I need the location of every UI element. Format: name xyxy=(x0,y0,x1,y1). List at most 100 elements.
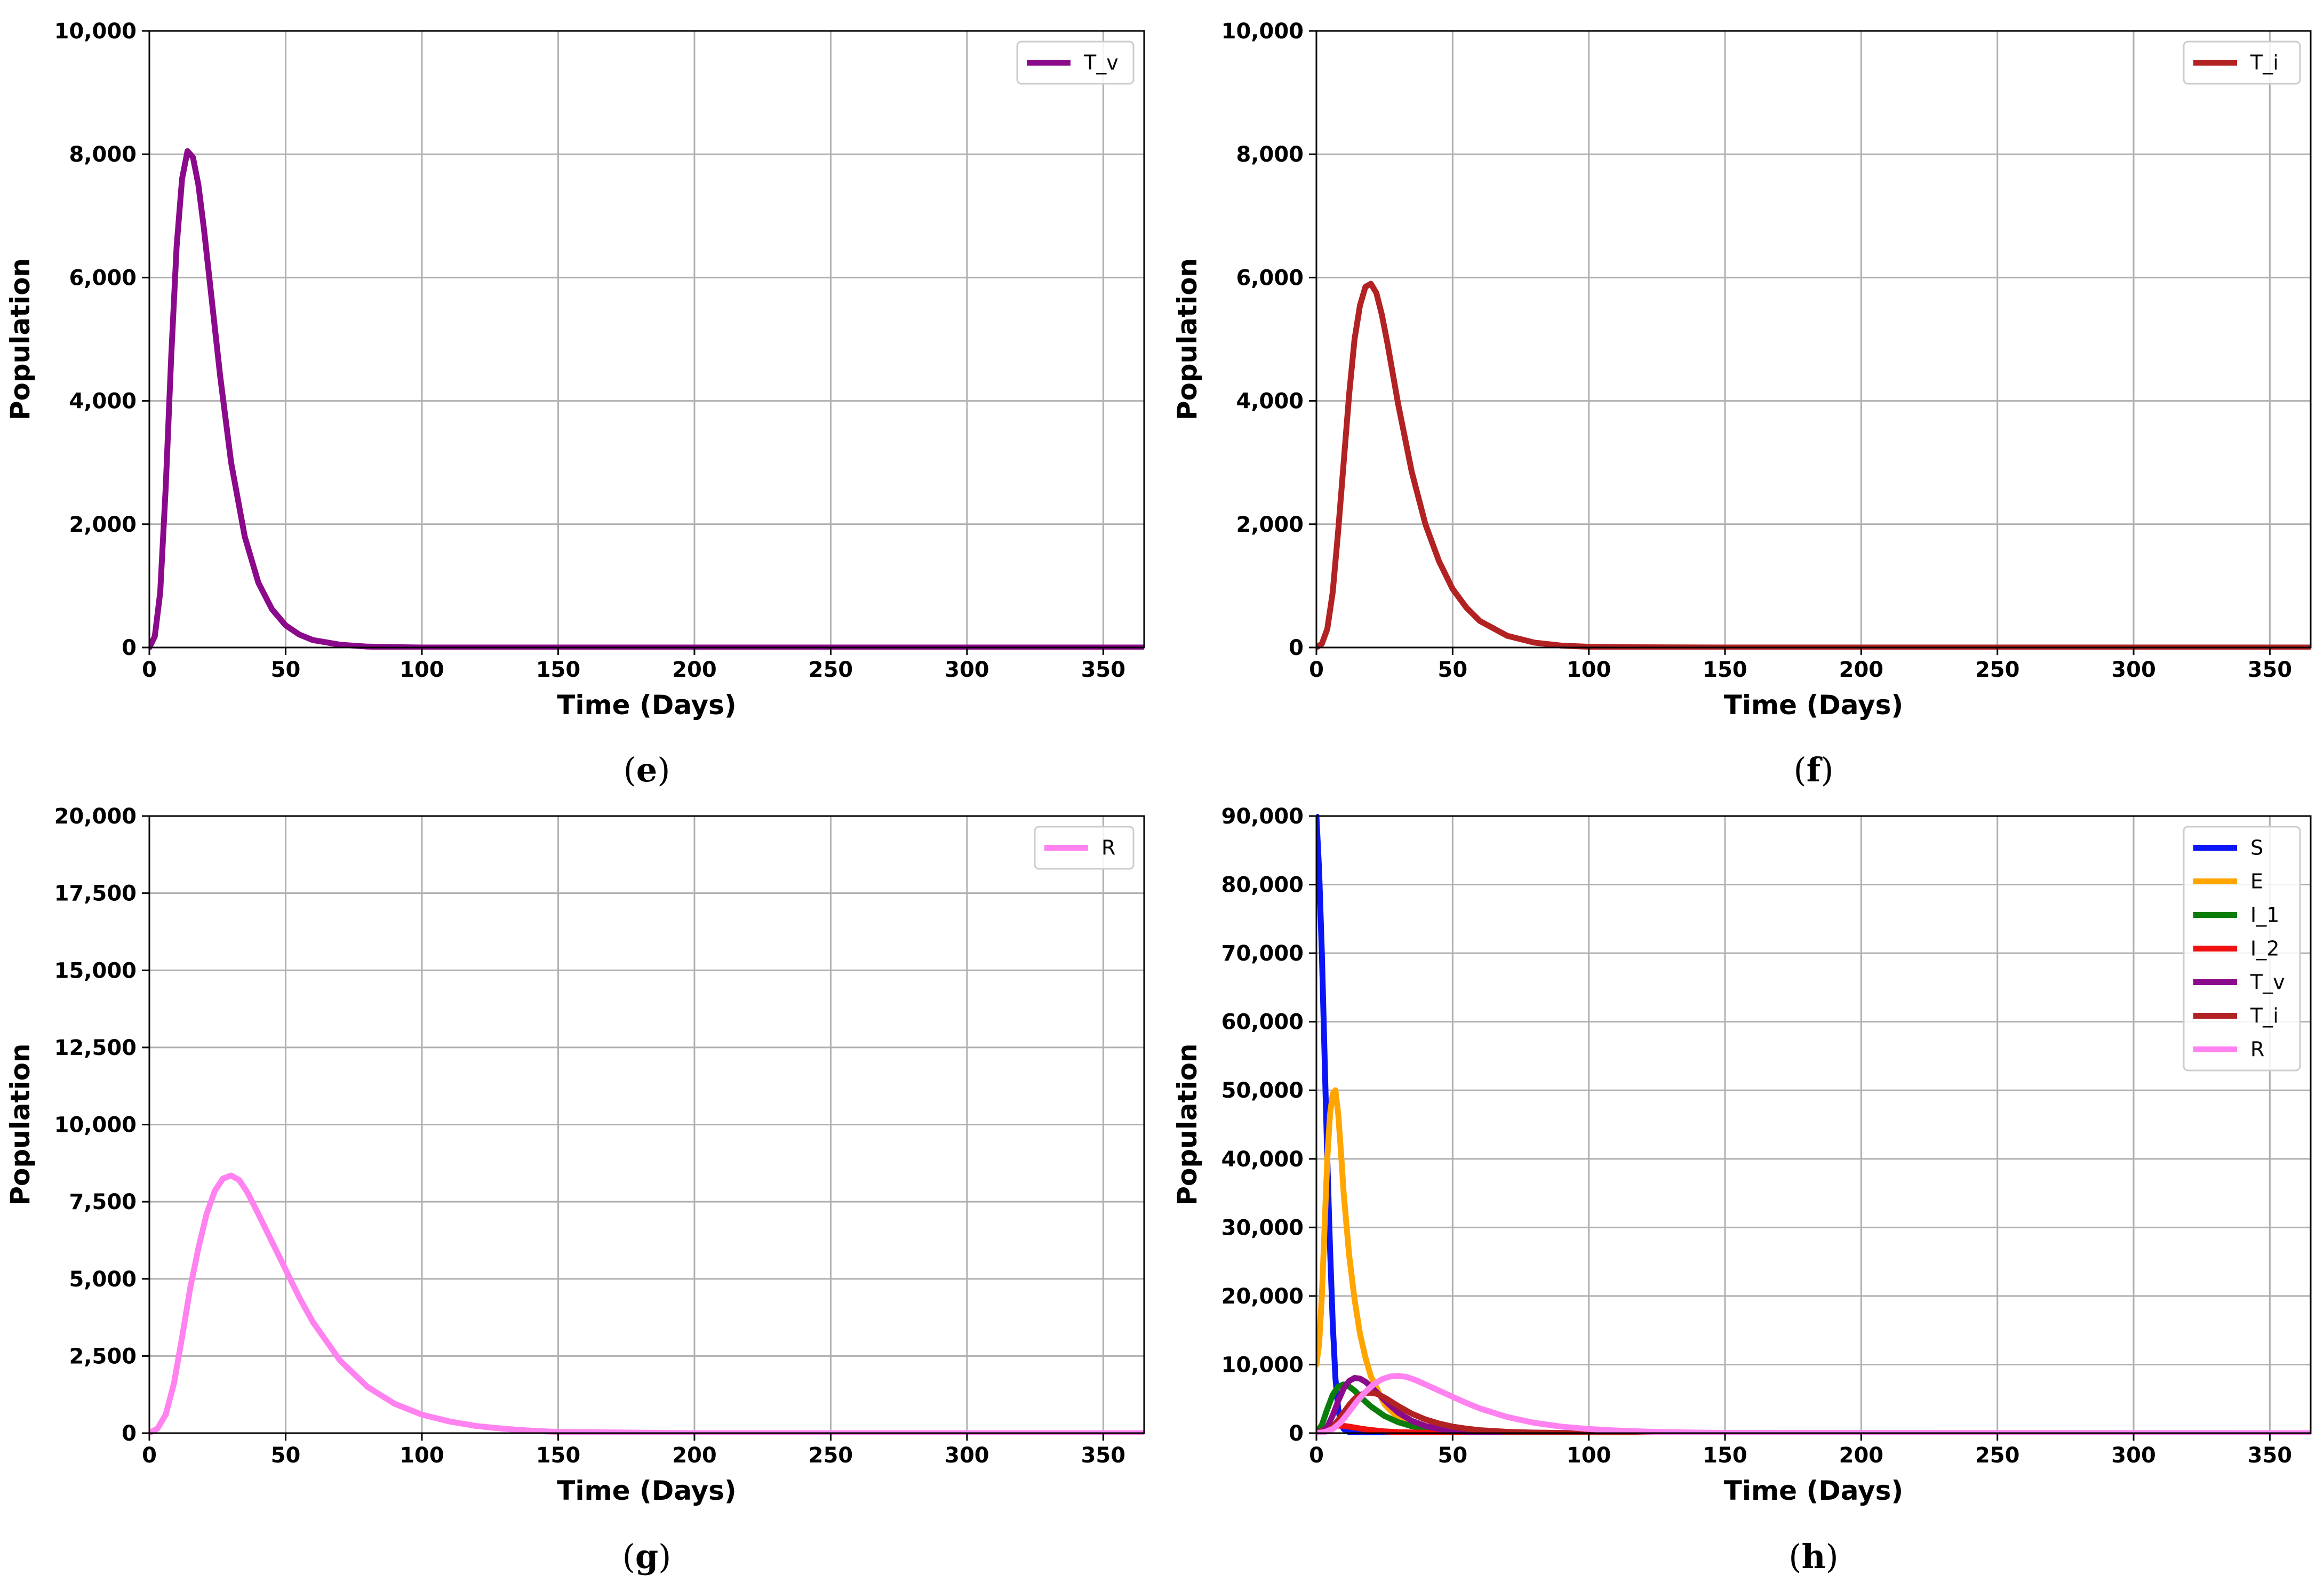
legend-box xyxy=(1016,41,1135,85)
y-tick-label: 0 xyxy=(1289,636,1304,660)
panel-label-open: ( xyxy=(1793,750,1806,789)
y-tick-label: 10,000 xyxy=(54,19,137,44)
x-tick-label: 50 xyxy=(271,1443,301,1468)
x-tick-label: 200 xyxy=(1839,658,1884,682)
x-tick-label: 350 xyxy=(2248,658,2293,682)
x-tick-label: 200 xyxy=(1839,1443,1884,1468)
series-line-T_v xyxy=(149,148,1144,650)
legend-label: E xyxy=(2250,870,2263,893)
y-tick-label: 8,000 xyxy=(69,142,137,167)
series-line-T_i xyxy=(1316,281,2311,650)
y-axis-label: Population xyxy=(5,1043,36,1205)
x-tick-label: 300 xyxy=(2111,658,2156,682)
panel-label-letter: e xyxy=(636,750,657,789)
x-tick-label: 100 xyxy=(400,658,444,682)
panel-label-letter: f xyxy=(1807,750,1823,789)
y-tick-label: 6,000 xyxy=(69,266,137,290)
x-tick-label: 300 xyxy=(2111,1443,2156,1468)
x-tick-label: 150 xyxy=(1703,658,1747,682)
legend-label: T_i xyxy=(2250,51,2279,75)
y-tick-label: 2,500 xyxy=(69,1344,137,1369)
x-tick-label: 250 xyxy=(1975,658,2020,682)
chart-panel-g: 0 50 100 150 200 250 300 350 0 2,500 5,000 7,500 10,… xyxy=(5,804,1145,1576)
x-tick-label: 300 xyxy=(945,658,989,682)
series-line-R xyxy=(149,1172,1144,1435)
legend-label: I_2 xyxy=(2250,937,2279,961)
y-axis-label: Population xyxy=(1172,1043,1203,1205)
y-tick-label: 0 xyxy=(122,636,137,660)
y-tick-label: 10,000 xyxy=(1221,1353,1304,1377)
y-tick-label: 15,000 xyxy=(54,958,137,983)
panel-label-close: ) xyxy=(657,750,670,789)
x-tick-label: 350 xyxy=(2248,1443,2293,1468)
legend-label: T_v xyxy=(1083,51,1119,75)
x-tick-label: 0 xyxy=(142,658,157,682)
panel-label-close: ) xyxy=(658,1537,671,1576)
y-tick-label: 12,500 xyxy=(54,1036,137,1060)
x-tick-label: 150 xyxy=(1703,1443,1747,1468)
y-tick-label: 2,000 xyxy=(1236,513,1304,537)
panel-label-close: ) xyxy=(1826,1537,1839,1576)
x-tick-label: 100 xyxy=(400,1443,444,1468)
legend-label: S xyxy=(2250,836,2263,860)
y-tick-label: 5,000 xyxy=(69,1267,137,1292)
panel-label-open: ( xyxy=(622,1537,635,1576)
x-axis-label: Time (Days) xyxy=(557,1475,736,1506)
y-tick-label: 20,000 xyxy=(1221,1284,1304,1309)
series-line-S xyxy=(1316,814,2311,1435)
y-tick-label: 10,000 xyxy=(54,1113,137,1138)
y-axis-label: Population xyxy=(1172,258,1203,420)
y-tick-label: 70,000 xyxy=(1221,941,1304,966)
x-tick-label: 0 xyxy=(1309,658,1324,682)
plot-frame xyxy=(1315,30,2312,649)
panel-label-letter: h xyxy=(1801,1537,1825,1576)
panel-label-letter: g xyxy=(635,1537,658,1576)
x-tick-label: 250 xyxy=(1975,1443,2020,1468)
y-tick-label: 10,000 xyxy=(1221,19,1304,44)
panel-label: (e) xyxy=(624,750,670,789)
panel-label: (h) xyxy=(1788,1537,1838,1576)
chart-panel-h: 0 50 100 150 200 250 300 350 0 10,000 20,000 30,000… xyxy=(1172,804,2312,1576)
plot-frame xyxy=(148,30,1145,649)
series-line-R xyxy=(1316,1373,2311,1435)
x-tick-label: 100 xyxy=(1567,658,1611,682)
legend-label: T_v xyxy=(2250,971,2285,994)
x-tick-label: 350 xyxy=(1081,658,1126,682)
x-tick-label: 0 xyxy=(142,1443,157,1468)
x-tick-label: 200 xyxy=(672,1443,717,1468)
x-tick-label: 150 xyxy=(536,1443,581,1468)
y-tick-label: 40,000 xyxy=(1221,1147,1304,1172)
x-tick-label: 50 xyxy=(1438,658,1468,682)
x-tick-label: 250 xyxy=(809,658,853,682)
panel-label-open: ( xyxy=(1788,1537,1801,1576)
y-tick-label: 7,500 xyxy=(69,1190,137,1214)
x-tick-label: 100 xyxy=(1567,1443,1611,1468)
legend-box xyxy=(2183,826,2301,1072)
x-tick-label: 300 xyxy=(945,1443,989,1468)
panel-label-close: ) xyxy=(1820,750,1833,789)
panel-label: (f) xyxy=(1793,750,1833,789)
legend-label: R xyxy=(1101,836,1115,860)
x-tick-label: 250 xyxy=(809,1443,853,1468)
y-tick-label: 80,000 xyxy=(1221,873,1304,898)
legend: T_v xyxy=(1016,41,1135,85)
legend: T_i xyxy=(2183,41,2301,85)
x-tick-label: 350 xyxy=(1081,1443,1126,1468)
y-tick-label: 4,000 xyxy=(69,389,137,414)
legend: R xyxy=(1034,826,1135,870)
series-line-E xyxy=(1316,1087,2311,1435)
x-axis-label: Time (Days) xyxy=(1724,690,1903,721)
y-tick-label: 8,000 xyxy=(1236,142,1304,167)
x-tick-label: 50 xyxy=(271,658,301,682)
y-tick-label: 2,000 xyxy=(69,513,137,537)
y-tick-label: 20,000 xyxy=(54,804,137,829)
y-axis-label: Population xyxy=(5,258,36,420)
chart-panel-f: 0 50 100 150 200 250 300 350 0 2,000 4,000 6,000 8,0… xyxy=(1172,19,2312,789)
x-axis-label: Time (Days) xyxy=(557,690,736,721)
legend-label: I_1 xyxy=(2250,904,2279,927)
x-tick-label: 50 xyxy=(1438,1443,1468,1468)
x-axis-label: Time (Days) xyxy=(1724,1475,1903,1506)
legend-box xyxy=(2183,41,2301,85)
x-tick-label: 0 xyxy=(1309,1443,1324,1468)
series-line-T_i xyxy=(1316,1389,2311,1435)
